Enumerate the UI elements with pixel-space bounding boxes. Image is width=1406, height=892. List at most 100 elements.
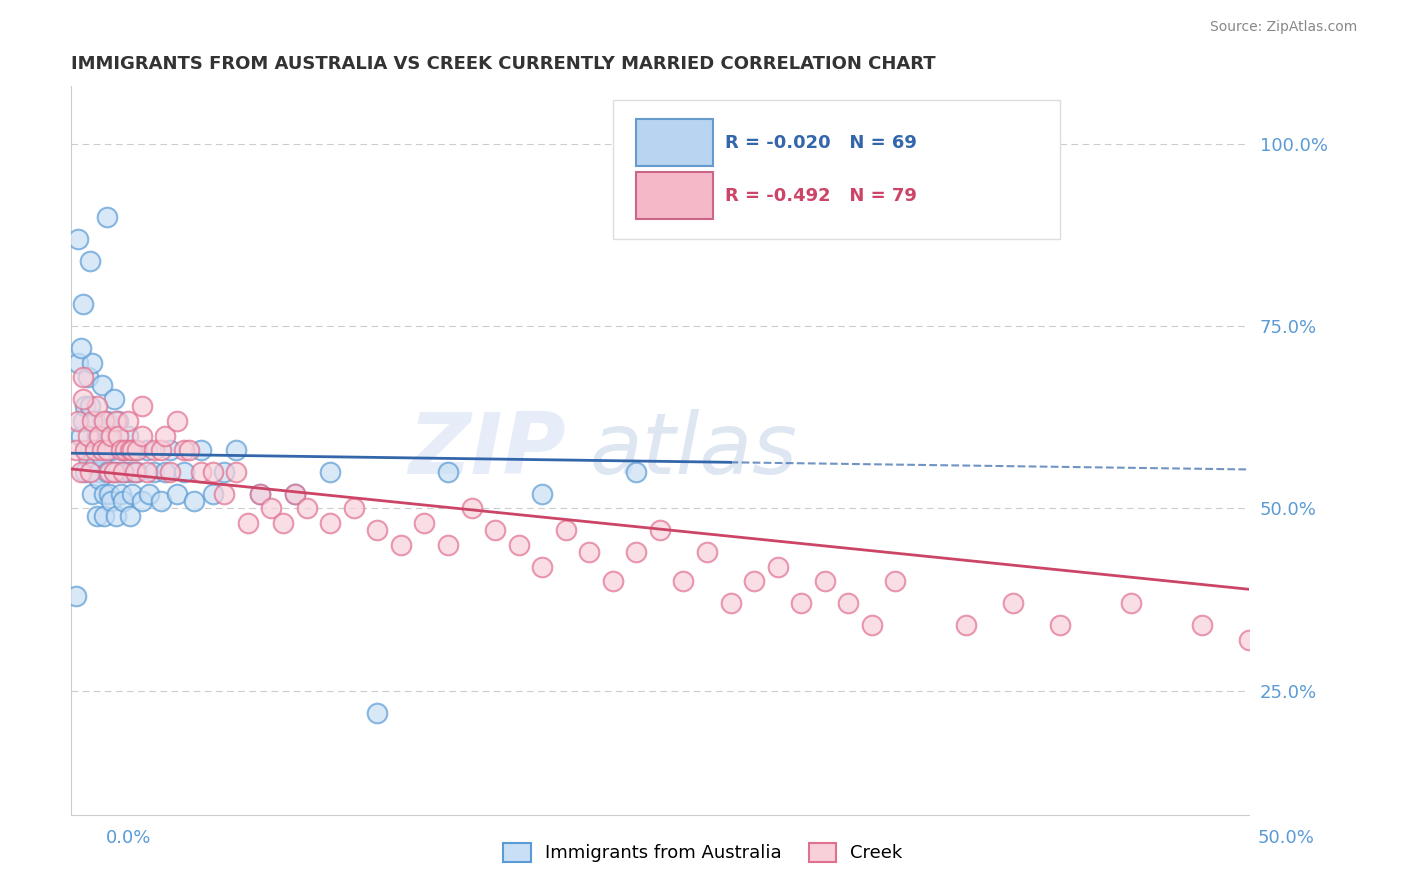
- Point: [389, 538, 412, 552]
- Point: [82, 487, 104, 501]
- Point: [107, 428, 129, 442]
- Point: [86, 508, 108, 523]
- Text: IMMIGRANTS FROM AUSTRALIA VS CREEK CURRENTLY MARRIED CORRELATION CHART: IMMIGRANTS FROM AUSTRALIA VS CREEK CURRE…: [72, 55, 936, 73]
- Point: [120, 465, 142, 479]
- Point: [135, 465, 157, 479]
- Point: [271, 516, 294, 530]
- Point: [67, 232, 90, 246]
- Point: [1119, 596, 1142, 610]
- Point: [183, 494, 205, 508]
- Point: [117, 414, 139, 428]
- Point: [554, 524, 576, 538]
- Point: [131, 400, 153, 414]
- Point: [142, 465, 165, 479]
- Point: [90, 450, 112, 465]
- Point: [110, 487, 132, 501]
- Point: [127, 465, 149, 479]
- Point: [100, 494, 122, 508]
- Point: [236, 516, 259, 530]
- Point: [319, 465, 342, 479]
- Point: [93, 414, 115, 428]
- Text: ZIP: ZIP: [408, 409, 565, 491]
- Point: [82, 356, 104, 370]
- Point: [104, 414, 127, 428]
- Point: [120, 508, 142, 523]
- Point: [96, 210, 118, 224]
- Point: [249, 487, 271, 501]
- Point: [72, 370, 94, 384]
- Point: [76, 370, 98, 384]
- Point: [225, 443, 247, 458]
- Point: [201, 465, 224, 479]
- FancyBboxPatch shape: [637, 172, 713, 219]
- Point: [96, 465, 118, 479]
- Point: [67, 414, 90, 428]
- Point: [82, 414, 104, 428]
- Point: [155, 428, 177, 442]
- Point: [89, 465, 111, 479]
- Point: [190, 465, 212, 479]
- Point: [135, 443, 157, 458]
- Point: [955, 618, 977, 632]
- Point: [131, 428, 153, 442]
- Point: [284, 487, 307, 501]
- Point: [75, 443, 97, 458]
- Point: [120, 443, 142, 458]
- Point: [114, 465, 136, 479]
- Point: [155, 465, 177, 479]
- Point: [260, 501, 283, 516]
- Point: [127, 443, 149, 458]
- Point: [69, 428, 91, 442]
- Point: [131, 494, 153, 508]
- Point: [79, 253, 101, 268]
- Point: [83, 458, 105, 472]
- Point: [531, 487, 554, 501]
- Point: [117, 428, 139, 442]
- Text: 50.0%: 50.0%: [1258, 829, 1315, 847]
- Point: [626, 545, 648, 559]
- Point: [69, 341, 91, 355]
- Point: [284, 487, 307, 501]
- Point: [124, 443, 146, 458]
- Point: [97, 428, 120, 442]
- Point: [86, 400, 108, 414]
- Point: [460, 501, 482, 516]
- Point: [96, 414, 118, 428]
- Point: [366, 706, 388, 720]
- Point: [79, 443, 101, 458]
- Point: [159, 465, 181, 479]
- Point: [79, 400, 101, 414]
- Point: [837, 596, 859, 610]
- Point: [225, 465, 247, 479]
- Point: [672, 574, 695, 589]
- Point: [295, 501, 318, 516]
- Point: [93, 508, 115, 523]
- Point: [67, 356, 90, 370]
- FancyBboxPatch shape: [637, 119, 713, 166]
- Point: [173, 465, 195, 479]
- Point: [97, 465, 120, 479]
- Point: [86, 428, 108, 442]
- Point: [508, 538, 530, 552]
- Point: [173, 443, 195, 458]
- Point: [103, 392, 125, 407]
- Text: Source: ZipAtlas.com: Source: ZipAtlas.com: [1209, 21, 1357, 34]
- Point: [75, 400, 97, 414]
- Point: [413, 516, 436, 530]
- Point: [75, 465, 97, 479]
- Point: [177, 443, 200, 458]
- Legend: Immigrants from Australia, Creek: Immigrants from Australia, Creek: [496, 836, 910, 870]
- Point: [319, 516, 342, 530]
- Point: [100, 443, 122, 458]
- Point: [790, 596, 813, 610]
- Point: [107, 465, 129, 479]
- Point: [89, 428, 111, 442]
- Point: [437, 465, 460, 479]
- Point: [578, 545, 600, 559]
- Point: [343, 501, 366, 516]
- Point: [742, 574, 765, 589]
- Point: [1237, 632, 1260, 647]
- Point: [83, 443, 105, 458]
- Point: [766, 559, 789, 574]
- Point: [104, 508, 127, 523]
